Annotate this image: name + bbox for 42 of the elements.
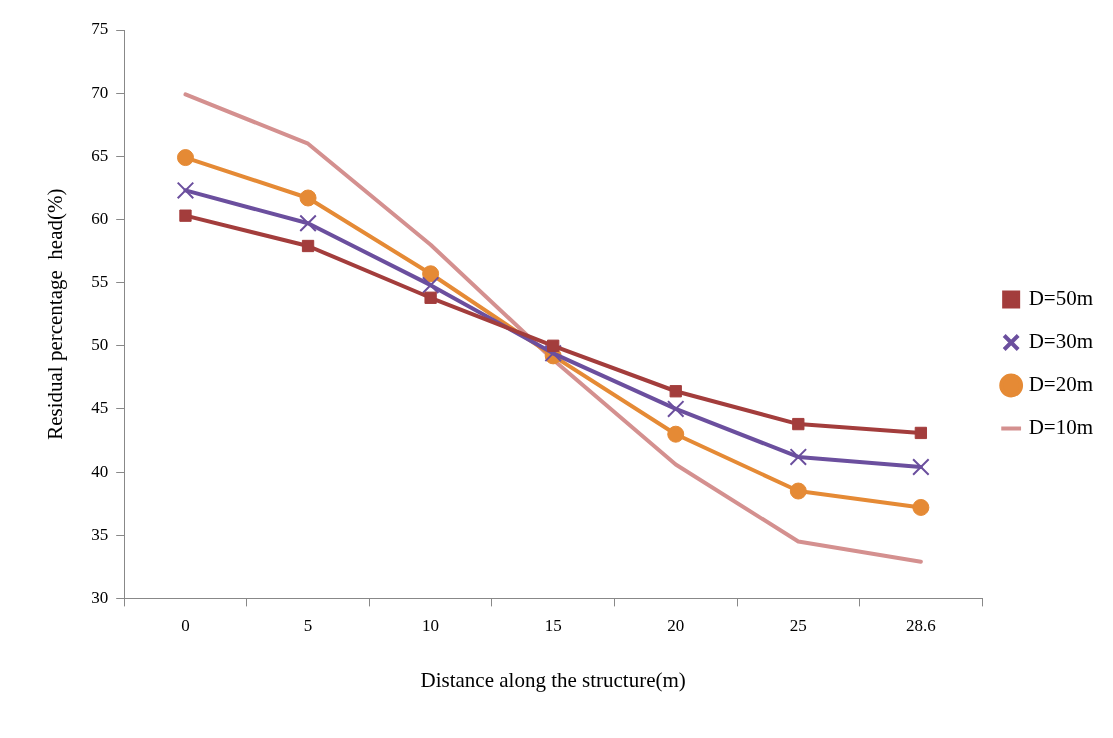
x-axis-title: Distance along the structure(m) <box>420 667 686 692</box>
point <box>176 149 194 167</box>
point <box>176 181 195 200</box>
y-tick-label: 65 <box>91 145 109 165</box>
legend-label: D=50m <box>1028 286 1093 311</box>
y-tick-label: 40 <box>91 461 109 481</box>
point <box>912 458 930 476</box>
legend-label: D=10m <box>1028 415 1093 440</box>
legend-label: D=20m <box>1028 372 1093 397</box>
y-tick-label: 70 <box>91 82 109 102</box>
y-tick-label: 50 <box>91 335 109 355</box>
y-tick-label: 35 <box>91 524 109 544</box>
point <box>789 482 807 500</box>
x-tick-label: 25 <box>789 616 807 636</box>
point <box>299 189 317 207</box>
point <box>299 214 317 233</box>
point <box>666 400 685 418</box>
point <box>547 339 560 352</box>
x-tick-label: 5 <box>303 616 313 636</box>
y-axis-title: Residual percentage head(%) <box>43 188 68 440</box>
x-tick-label: 0 <box>181 616 190 636</box>
x-tick-label: 28.6 <box>906 616 936 636</box>
point <box>669 385 682 398</box>
point <box>914 426 928 440</box>
point <box>789 448 808 466</box>
x-tick-label: 10 <box>422 616 440 636</box>
y-tick-label: 45 <box>91 398 109 418</box>
point <box>792 417 805 431</box>
point <box>179 209 192 222</box>
legend-label: D=30m <box>1028 329 1093 354</box>
x-tick-label: 15 <box>544 616 562 636</box>
point <box>422 265 440 283</box>
y-tick-label: 60 <box>91 208 109 228</box>
point <box>912 498 930 516</box>
point <box>424 291 437 304</box>
x-tick-label: 20 <box>667 616 685 636</box>
y-tick-label: 30 <box>91 587 109 607</box>
point <box>667 425 685 443</box>
y-tick-label: 75 <box>91 19 109 39</box>
y-tick-label: 55 <box>91 272 109 292</box>
point <box>301 239 315 253</box>
point <box>421 276 440 294</box>
